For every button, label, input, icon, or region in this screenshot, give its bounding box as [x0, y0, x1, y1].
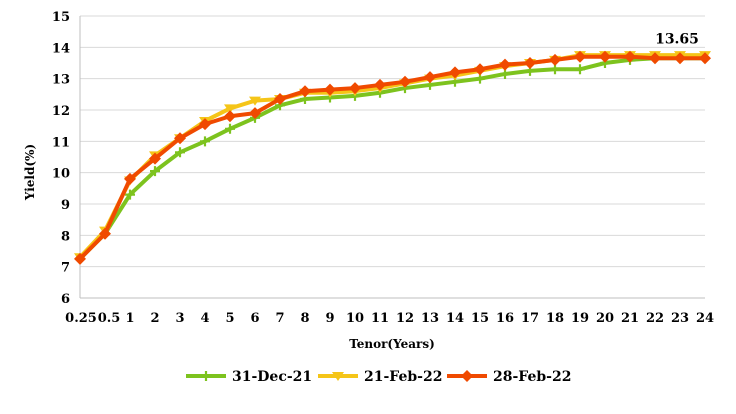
- data-point: [324, 83, 336, 96]
- data-point: [524, 57, 536, 69]
- x-tick-label: 13: [421, 311, 439, 326]
- x-tick-label: 17: [521, 311, 539, 326]
- x-tick-label: 15: [471, 311, 489, 326]
- axes: [79, 16, 705, 299]
- data-point: [674, 52, 686, 65]
- legend-label: 31-Dec-21: [232, 369, 312, 385]
- data-point: [449, 66, 461, 79]
- data-point: [299, 85, 311, 98]
- y-tick-label: 10: [52, 167, 70, 182]
- y-tick-label: 6: [61, 292, 70, 307]
- x-tick-label: 20: [596, 311, 614, 326]
- legend-item: 31-Dec-21: [186, 369, 312, 385]
- data-point: [574, 50, 586, 63]
- data-point: [461, 370, 473, 382]
- data-point: [224, 110, 236, 123]
- data-point: [399, 75, 411, 88]
- x-tick-label: 6: [250, 311, 259, 326]
- y-tick-label: 8: [61, 229, 70, 244]
- grid-lines: [80, 15, 705, 299]
- data-point: [274, 93, 286, 106]
- data-point: [201, 371, 211, 381]
- data-point: [550, 64, 560, 75]
- data-point: [699, 52, 711, 65]
- legend: 31-Dec-21 21-Feb-22 28-Feb-22: [186, 369, 571, 385]
- x-axis-title: Tenor(Years): [349, 337, 435, 351]
- data-point: [349, 82, 361, 95]
- data-point: [124, 172, 136, 185]
- x-tick-label: 14: [446, 311, 464, 326]
- x-tick-label: 1: [125, 311, 134, 326]
- data-point: [549, 53, 561, 66]
- x-tick-label: 8: [300, 311, 309, 326]
- data-point: [149, 152, 161, 165]
- legend-item: 28-Feb-22: [447, 369, 571, 385]
- y-tick-labels: 6 7 8 9 10 11 12 13 14 15: [52, 10, 70, 307]
- y-axis-title: Yield(%): [23, 144, 37, 201]
- x-tick-label: 11: [371, 311, 389, 326]
- x-tick-label: 10: [346, 311, 364, 326]
- x-tick-label: 2: [150, 311, 159, 326]
- series-lines: [74, 50, 711, 265]
- data-point: [125, 189, 135, 200]
- data-point: [649, 52, 661, 65]
- data-point: [249, 107, 261, 120]
- legend-item: 21-Feb-22: [318, 369, 442, 385]
- y-tick-label: 15: [52, 10, 70, 25]
- y-tick-label: 9: [61, 198, 70, 213]
- y-tick-label: 13: [52, 73, 70, 88]
- data-point: [599, 50, 611, 63]
- data-point: [74, 252, 86, 265]
- y-tick-label: 7: [61, 261, 70, 276]
- series-28-Feb-22: [74, 50, 711, 265]
- end-value-annotation: 13.65: [655, 31, 699, 47]
- x-tick-label: 3: [175, 311, 184, 326]
- y-tick-label: 14: [52, 41, 70, 56]
- x-tick-label: 5: [225, 311, 234, 326]
- x-tick-label: 18: [546, 311, 564, 326]
- x-tick-label: 22: [646, 311, 664, 326]
- data-point: [474, 63, 486, 76]
- legend-label: 21-Feb-22: [364, 369, 442, 385]
- x-tick-label: 21: [621, 311, 639, 326]
- data-point: [332, 372, 344, 381]
- x-tick-label: 7: [275, 311, 284, 326]
- data-point: [374, 78, 386, 91]
- y-tick-label: 12: [52, 104, 70, 119]
- data-point: [99, 227, 111, 240]
- data-point: [175, 147, 185, 158]
- x-tick-label: 0.25: [65, 311, 97, 326]
- x-tick-label: 23: [671, 311, 689, 326]
- x-tick-label: 0.5: [98, 311, 121, 326]
- data-point: [225, 123, 235, 134]
- data-point: [424, 71, 436, 84]
- x-tick-label: 24: [696, 311, 714, 326]
- data-point: [624, 50, 636, 63]
- x-tick-label: 9: [325, 311, 334, 326]
- data-point: [224, 104, 236, 114]
- x-tick-label: 19: [571, 311, 589, 326]
- x-tick-label: 12: [396, 311, 414, 326]
- data-point: [150, 166, 160, 177]
- x-tick-label: 16: [496, 311, 514, 326]
- legend-label: 28-Feb-22: [493, 369, 571, 385]
- y-tick-label: 11: [52, 135, 70, 150]
- data-point: [499, 58, 511, 71]
- data-point: [249, 96, 261, 106]
- data-point: [200, 136, 210, 147]
- data-point: [575, 64, 585, 75]
- data-point: [174, 132, 186, 145]
- x-tick-label: 4: [200, 311, 209, 326]
- series-line: [78, 56, 705, 261]
- x-tick-labels: 0.25 0.5 1 2 3 4 5 6 7 8 9 10 11 12 13 14 15 16 17 18 19 20 21…: [65, 311, 714, 326]
- data-point: [199, 118, 211, 131]
